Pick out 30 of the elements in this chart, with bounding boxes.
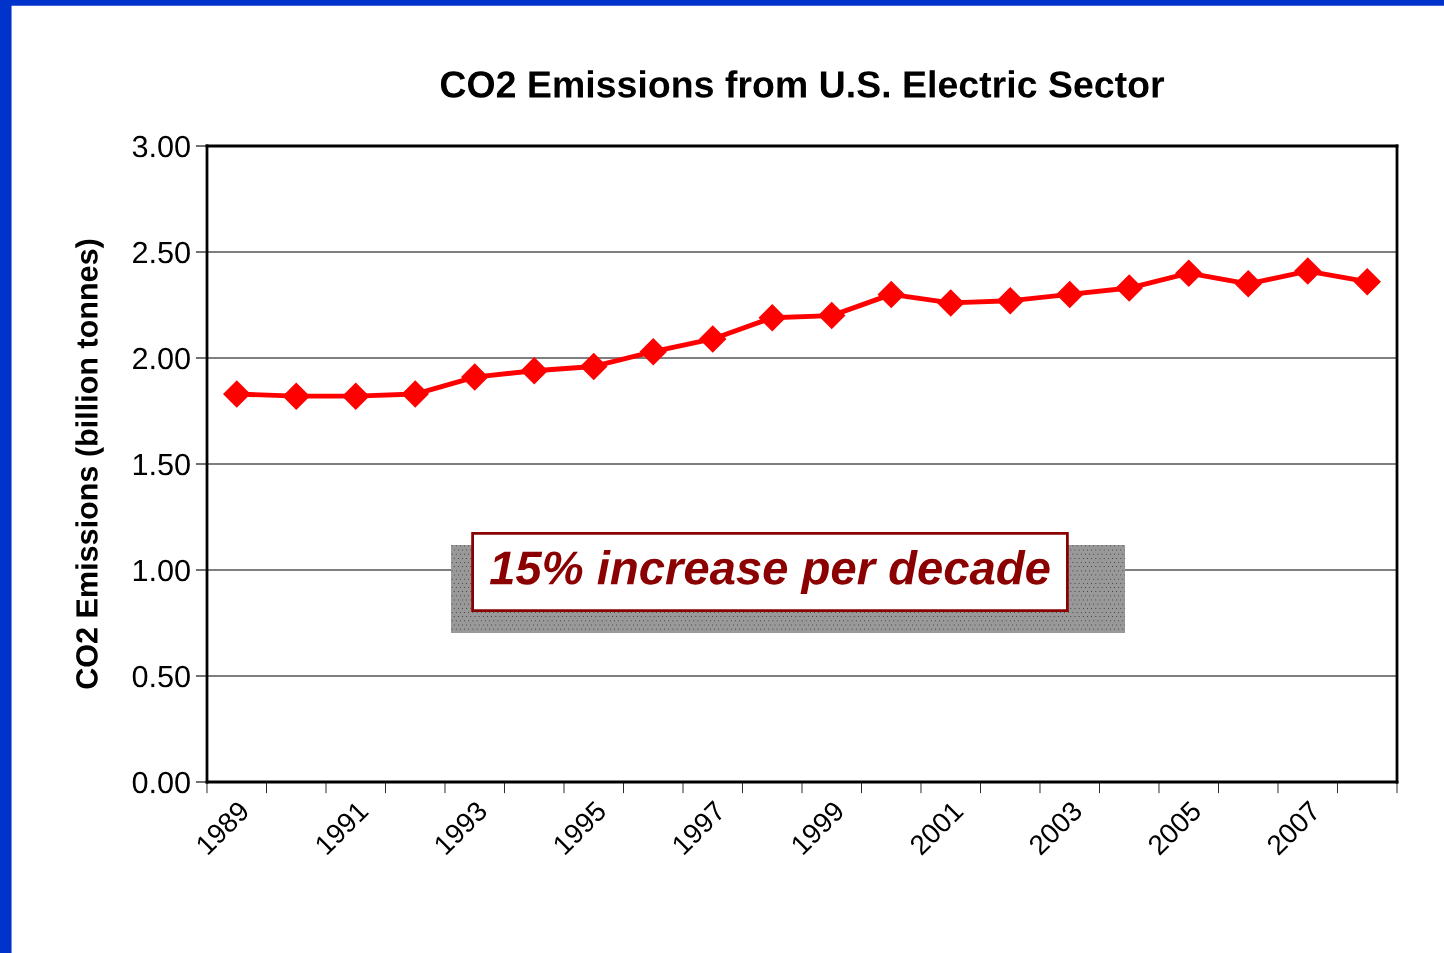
point — [223, 380, 251, 408]
y-tick-label: 3.00 — [132, 135, 190, 158]
point — [401, 380, 429, 408]
point — [1353, 268, 1381, 296]
point — [1234, 270, 1262, 298]
point — [580, 353, 608, 380]
point — [996, 287, 1024, 315]
point — [699, 325, 727, 353]
y-tick-label: 2.00 — [133, 347, 190, 370]
y-tick-label: 2.50 — [133, 241, 190, 264]
point — [461, 363, 489, 391]
y-tick-label: 1.00 — [133, 559, 190, 582]
point — [282, 382, 310, 410]
y-tick-label: 1.50 — [133, 453, 190, 476]
y-tick-label: 0.00 — [132, 771, 190, 794]
point — [818, 302, 846, 330]
point — [639, 338, 667, 366]
point — [342, 382, 370, 410]
y-tick-label: 0.50 — [132, 665, 190, 688]
point — [1294, 257, 1322, 285]
point — [1115, 274, 1143, 302]
point — [758, 304, 786, 332]
point — [1175, 259, 1203, 287]
point — [877, 280, 905, 308]
annotation: 15% increase per decade — [489, 549, 1050, 595]
y-axis-title: CO2 Emissions (billion tonnes) — [75, 239, 104, 689]
chart-title: CO2 Emissions from U.S. Electric Sector — [440, 70, 1165, 98]
point — [520, 357, 548, 385]
point — [937, 289, 965, 317]
point — [1056, 280, 1084, 308]
